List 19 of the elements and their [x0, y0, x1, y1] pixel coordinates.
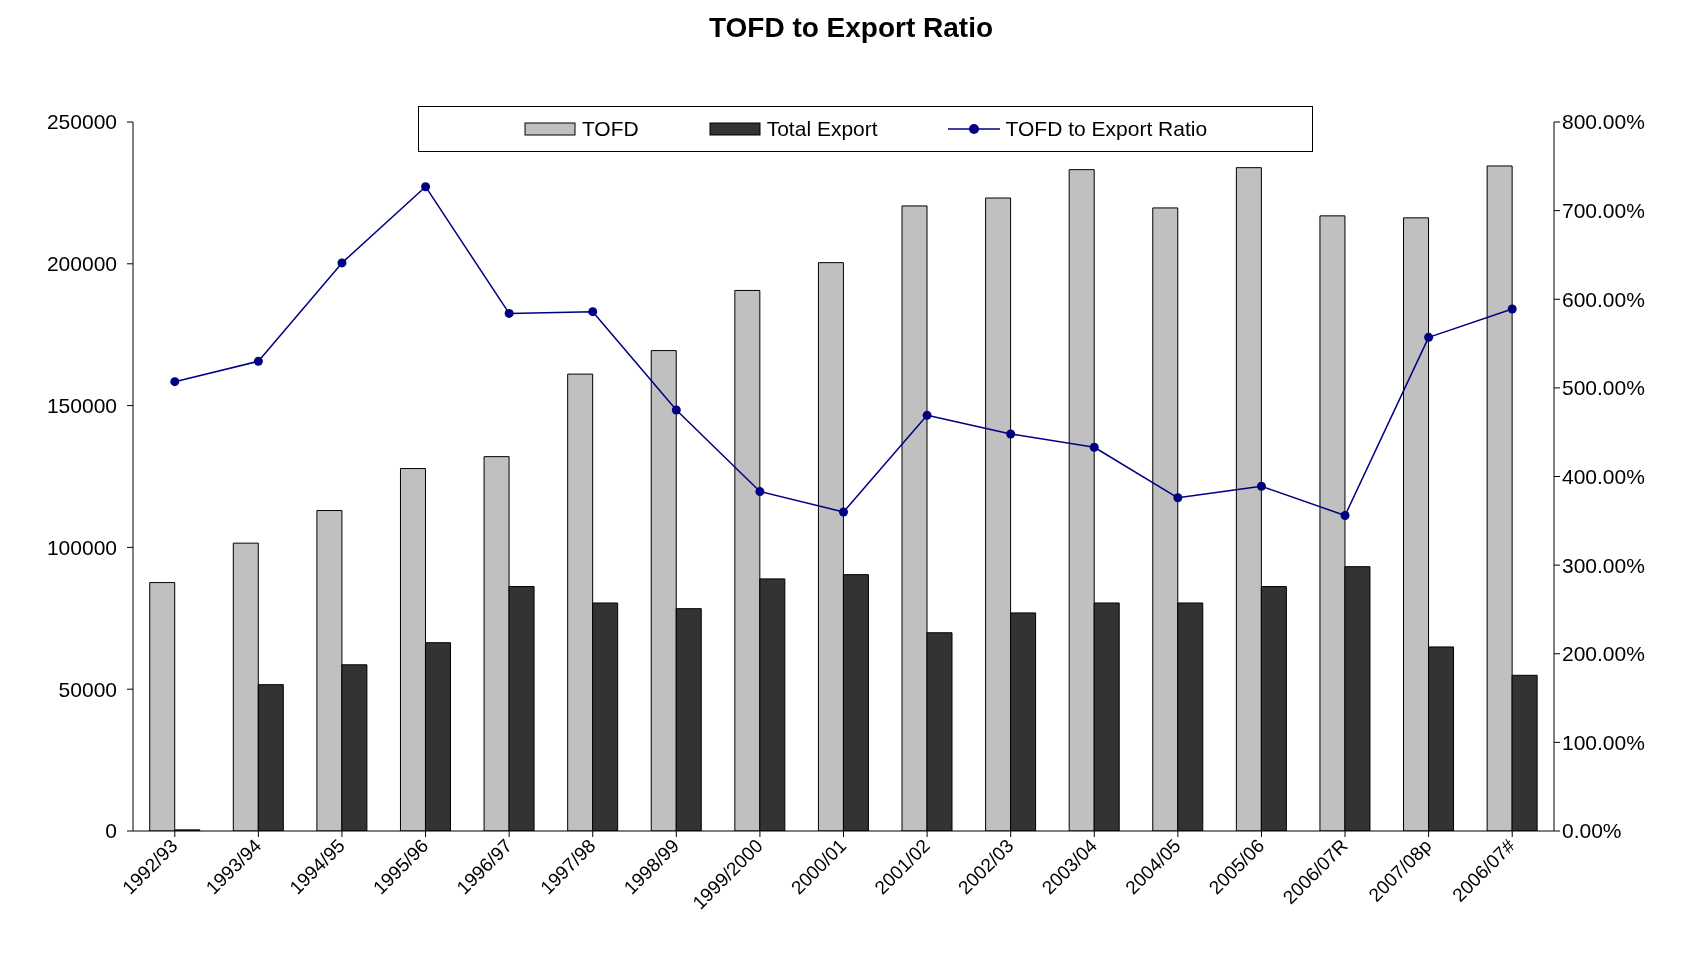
y2-tick-label: 300.00%: [1562, 553, 1645, 577]
y-tick-label: 200000: [46, 252, 117, 276]
legend-label: TOFD: [581, 117, 639, 141]
legend-label: Total Export: [766, 117, 878, 141]
y-tick-label: 50000: [58, 677, 117, 701]
y2-tick-label: 100.00%: [1562, 730, 1645, 754]
y2-tick-label: 700.00%: [1562, 199, 1645, 223]
y-tick-label: 250000: [46, 110, 117, 134]
legend-label: TOFD to Export Ratio: [1005, 117, 1208, 141]
y2-tick-label: 200.00%: [1562, 642, 1645, 666]
y-tick-label: 0: [105, 819, 117, 843]
y2-tick-label: 800.00%: [1562, 110, 1645, 134]
y2-tick-label: 500.00%: [1562, 376, 1645, 400]
y2-tick-label: 400.00%: [1562, 464, 1645, 488]
y2-tick-label: 600.00%: [1562, 287, 1645, 311]
y-tick-label: 100000: [46, 535, 117, 559]
y2-tick-label: 0.00%: [1562, 819, 1622, 843]
chart-title: TOFD to Export Ratio: [707, 11, 995, 45]
y-tick-label: 150000: [46, 394, 117, 418]
